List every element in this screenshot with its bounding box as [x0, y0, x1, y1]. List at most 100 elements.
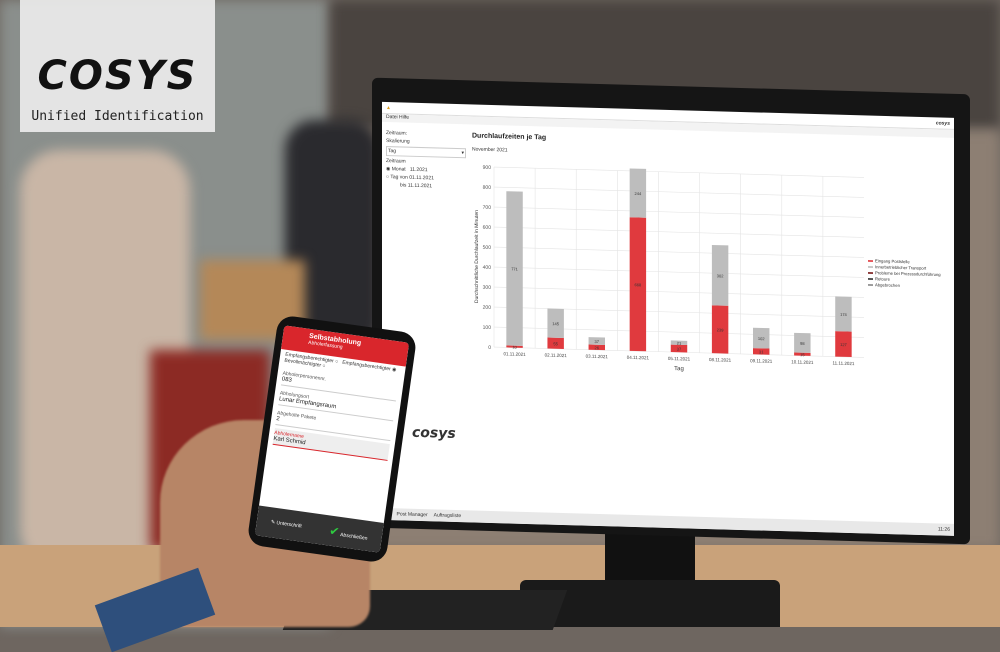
- legend-entry: Retoure: [875, 276, 891, 281]
- bar-segment: [711, 244, 729, 306]
- monitor: ▲ cosys Datei Hilfe Zeitraum: Skalierung…: [372, 77, 970, 545]
- range-label: Zeitraum: [386, 158, 406, 165]
- gridline: [494, 166, 864, 178]
- to-date[interactable]: 11.11.2021: [407, 182, 433, 190]
- month-radio[interactable]: ◉ Monat 11.2021: [386, 166, 428, 174]
- legend-entry: Probleme bei Prozessdurchführung: [875, 270, 941, 277]
- data-label: 771: [511, 266, 518, 271]
- data-label: 55: [553, 341, 558, 346]
- gridline: [494, 246, 864, 258]
- clock: 11:26: [937, 526, 950, 533]
- x-axis-label: Tag: [674, 366, 684, 372]
- y-tick-label: 400: [483, 265, 492, 271]
- y-tick-label: 700: [483, 205, 492, 211]
- y-tick-label: 100: [483, 325, 492, 331]
- day-option: Tag: [390, 174, 399, 181]
- gridline: [494, 186, 864, 198]
- bar-segment: [506, 345, 523, 348]
- data-label: 37: [677, 346, 682, 351]
- bar-segment: [547, 337, 564, 350]
- logo-tagline: Unified Identification: [31, 109, 204, 124]
- bar-segment: [670, 344, 688, 353]
- taskbar-item[interactable]: Auftragsliste: [433, 512, 462, 520]
- chevron-down-icon: ▾: [461, 150, 464, 157]
- bar-segment: [753, 327, 770, 349]
- data-label: 668: [635, 282, 642, 287]
- cosys-logo: COSYS Unified Identification: [20, 0, 215, 132]
- bar-segment: [629, 217, 647, 352]
- data-label: 98: [800, 341, 805, 346]
- bar-chart: 0 100 200 300 400 500 600 700 800 900 10 771 01.11.2…: [474, 165, 941, 373]
- app-icon: ▲: [386, 104, 391, 111]
- x-tick-label: 05.11.2021: [668, 356, 691, 362]
- bar-segment: [588, 344, 606, 351]
- legend-entry: Abgebrochen: [875, 282, 901, 288]
- legend-swatch: [868, 284, 873, 286]
- legend-entry: Innerbetrieblicher Transport: [875, 264, 927, 270]
- gridline: [494, 226, 864, 238]
- y-tick-label: 500: [483, 245, 492, 251]
- x-tick-label: 10.11.2021: [791, 359, 814, 365]
- screen-logo: cosys: [412, 424, 456, 442]
- filter-panel: Zeitraum: Skalierung Tag ▾ Zeitraum ◉ Mon…: [386, 128, 466, 192]
- legend-swatch: [868, 278, 873, 280]
- bar-segment: [794, 332, 811, 353]
- monitor-base: [520, 580, 780, 627]
- scale-value: Tag: [388, 148, 397, 155]
- monitor-screen: ▲ cosys Datei Hilfe Zeitraum: Skalierung…: [382, 101, 954, 536]
- x-tick-label: 01.11.2021: [503, 351, 526, 357]
- x-tick-label: 09.11.2021: [750, 358, 773, 364]
- data-label: 239: [717, 327, 724, 332]
- bar-segment: [753, 348, 770, 355]
- x-tick-label: 04.11.2021: [627, 355, 650, 361]
- data-label: 37: [595, 339, 600, 344]
- gridline: [494, 266, 864, 278]
- data-label: 102: [758, 336, 765, 341]
- signature-button[interactable]: ✎ Unterschrift: [270, 519, 303, 530]
- scale-label: Skalierung: [386, 138, 410, 145]
- to-label: bis: [400, 182, 407, 189]
- y-axis-label: Durchschnittliche Durchlaufzeit in Minut…: [474, 210, 480, 303]
- data-label: 26: [595, 345, 600, 350]
- bar-segment: [835, 296, 852, 332]
- y-tick-label: 900: [483, 165, 492, 171]
- data-label: 145: [552, 321, 559, 326]
- taskbar-item[interactable]: Post Manager: [396, 511, 428, 519]
- chart-title: Durchlaufzeiten je Tag: [472, 132, 547, 142]
- legend-entry: Eingang Poststelle: [875, 258, 910, 264]
- bar-segment: [794, 352, 811, 356]
- bar-segment: [547, 308, 564, 339]
- month-value: 11.2021: [409, 166, 428, 174]
- day-radio[interactable]: ○ Tag von 01.11.2021: [386, 174, 434, 182]
- y-tick-label: 200: [483, 305, 492, 311]
- month-option: Monat: [391, 166, 406, 173]
- chart-subtitle: November 2021: [472, 146, 508, 154]
- finish-label: Abschließen: [339, 532, 368, 542]
- scale-select[interactable]: Tag ▾: [386, 146, 466, 159]
- data-label: 15: [800, 352, 805, 357]
- legend-swatch: [868, 272, 873, 274]
- y-tick-label: 600: [483, 225, 492, 231]
- phone-footer: ✎ Unterschrift ✔ Abschließen: [254, 505, 384, 553]
- data-label: 244: [635, 191, 642, 196]
- gridline: [494, 286, 864, 298]
- filter-heading: Zeitraum:: [386, 130, 408, 137]
- from-label: von: [399, 174, 408, 181]
- bar-segment: [588, 337, 606, 345]
- data-label: 31: [759, 349, 764, 354]
- data-label: 302: [717, 273, 724, 278]
- to-row: bis 11.11.2021: [386, 182, 466, 190]
- bar-segment: [506, 191, 523, 346]
- finish-button[interactable]: ✔ Abschließen: [329, 524, 369, 543]
- y-tick-label: 300: [483, 285, 492, 291]
- x-tick-label: 08.11.2021: [709, 357, 732, 363]
- data-label: 127: [840, 342, 847, 347]
- y-tick-label: 800: [483, 185, 492, 191]
- data-label: 21: [677, 341, 682, 346]
- bar-segment: [711, 305, 729, 354]
- legend-swatch: [868, 266, 873, 268]
- x-tick-label: 02.11.2021: [545, 352, 568, 358]
- from-date[interactable]: 01.11.2021: [409, 174, 434, 182]
- bar-segment: [629, 168, 647, 218]
- logo-mark: COSYS: [37, 53, 198, 99]
